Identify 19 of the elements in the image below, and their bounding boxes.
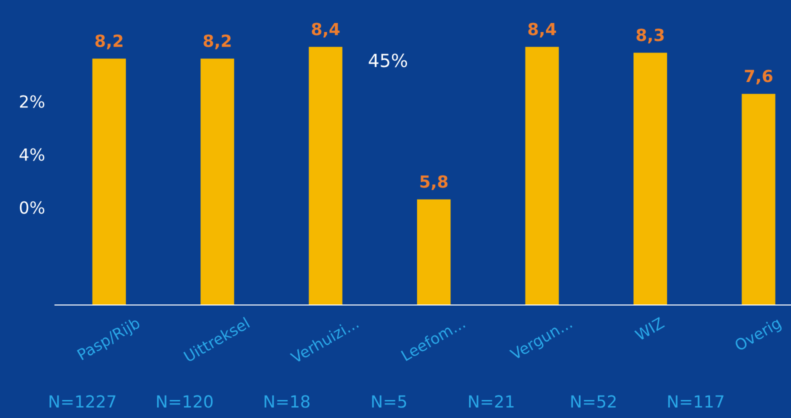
annotation: 45% xyxy=(368,54,408,68)
annotation: 4% xyxy=(20,148,44,161)
data-label: 8,4 xyxy=(528,22,556,38)
data-label: 7,6 xyxy=(744,70,772,84)
data-label: 8,2 xyxy=(204,34,231,50)
text: N=5 xyxy=(372,395,406,408)
x-tick-label: WIZ xyxy=(634,316,665,341)
text: N=117 xyxy=(668,395,724,408)
text: N=1227 xyxy=(50,395,116,408)
data-label: 8,4 xyxy=(312,22,340,38)
text: N=52 xyxy=(571,395,616,408)
data-label: 8,3 xyxy=(636,28,664,44)
text: N=120 xyxy=(157,395,213,408)
text: N=21 xyxy=(469,395,514,408)
data-label: 5,8 xyxy=(420,175,448,190)
annotation: 0% xyxy=(20,201,44,214)
text: N=18 xyxy=(264,395,310,408)
data-label: 8,2 xyxy=(95,34,122,50)
annotation: 2% xyxy=(20,95,44,108)
